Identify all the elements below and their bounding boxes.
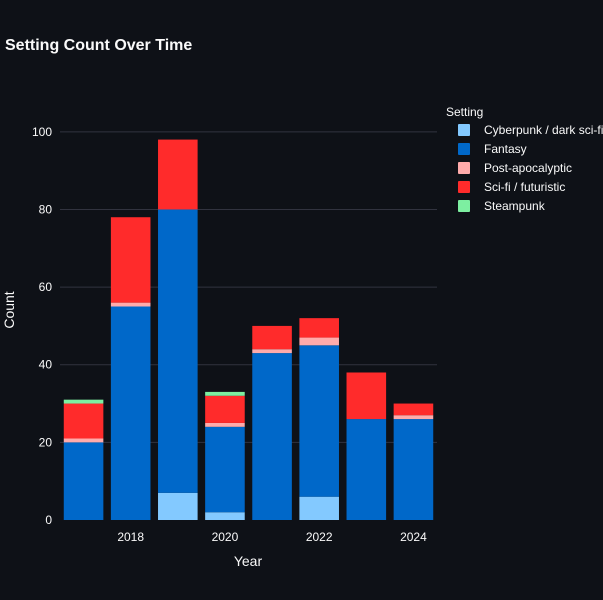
y-tick-label: 60 (39, 280, 53, 294)
y-axis-ticks: 0 20 40 60 80 100 (32, 125, 52, 527)
y-tick-label: 40 (39, 358, 53, 372)
x-tick-label: 2024 (400, 530, 427, 544)
bar-segment[interactable] (299, 345, 339, 497)
legend-swatch (458, 200, 470, 212)
legend-item[interactable]: Steampunk (458, 199, 546, 213)
x-axis-ticks: 2018 2020 2022 2024 (117, 530, 427, 544)
bar-segment[interactable] (252, 349, 292, 354)
legend-label: Post-apocalyptic (484, 161, 572, 175)
bar-segment[interactable] (205, 395, 245, 423)
legend-swatch (458, 162, 470, 174)
bar-segment[interactable] (393, 415, 434, 420)
bars (63, 139, 434, 521)
bar-segment[interactable] (205, 426, 245, 513)
y-tick-label: 0 (45, 513, 52, 527)
legend[interactable]: Setting Cyberpunk / dark sci-fi Fantasy Po… (446, 105, 603, 213)
bar-segment[interactable] (393, 403, 434, 416)
legend-item[interactable]: Sci-fi / futuristic (458, 180, 565, 194)
y-axis-title: Count (1, 291, 17, 328)
chart-title: Setting Count Over Time (5, 37, 192, 54)
bar-segment[interactable] (346, 372, 387, 420)
bar-segment[interactable] (110, 302, 151, 307)
bar-segment[interactable] (205, 512, 245, 520)
legend-item[interactable]: Fantasy (458, 142, 527, 156)
bar-segment[interactable] (110, 217, 151, 303)
legend-item[interactable]: Post-apocalyptic (458, 161, 572, 175)
y-tick-label: 20 (39, 435, 53, 449)
legend-swatch (458, 143, 470, 155)
bar-segment[interactable] (346, 419, 387, 520)
bar-segment[interactable] (252, 325, 292, 350)
x-tick-label: 2018 (117, 530, 144, 544)
bar-segment[interactable] (252, 353, 292, 520)
legend-label: Fantasy (484, 142, 527, 156)
bar-segment[interactable] (63, 438, 104, 443)
bar-segment[interactable] (299, 318, 339, 338)
legend-swatch (458, 124, 470, 136)
legend-label: Steampunk (484, 199, 546, 213)
y-tick-label: 80 (39, 202, 53, 216)
bar-segment[interactable] (63, 442, 104, 520)
bar-segment[interactable] (393, 419, 434, 520)
x-tick-label: 2022 (306, 530, 333, 544)
bar-segment[interactable] (63, 399, 104, 404)
bar-segment[interactable] (158, 209, 198, 493)
bar-segment[interactable] (299, 496, 339, 520)
legend-title: Setting (446, 105, 483, 119)
bar-segment[interactable] (158, 492, 198, 520)
bar-segment[interactable] (63, 403, 104, 439)
x-tick-label: 2020 (212, 530, 239, 544)
bar-segment[interactable] (205, 422, 245, 427)
x-axis-title: Year (234, 553, 263, 569)
y-tick-label: 100 (32, 125, 52, 139)
legend-item[interactable]: Cyberpunk / dark sci-fi (458, 123, 603, 137)
bar-segment[interactable] (205, 391, 245, 396)
bar-segment[interactable] (110, 306, 151, 521)
bar-segment[interactable] (158, 139, 198, 210)
legend-label: Cyberpunk / dark sci-fi (484, 123, 603, 137)
legend-label: Sci-fi / futuristic (484, 180, 565, 194)
bar-segment[interactable] (299, 337, 339, 346)
legend-swatch (458, 181, 470, 193)
